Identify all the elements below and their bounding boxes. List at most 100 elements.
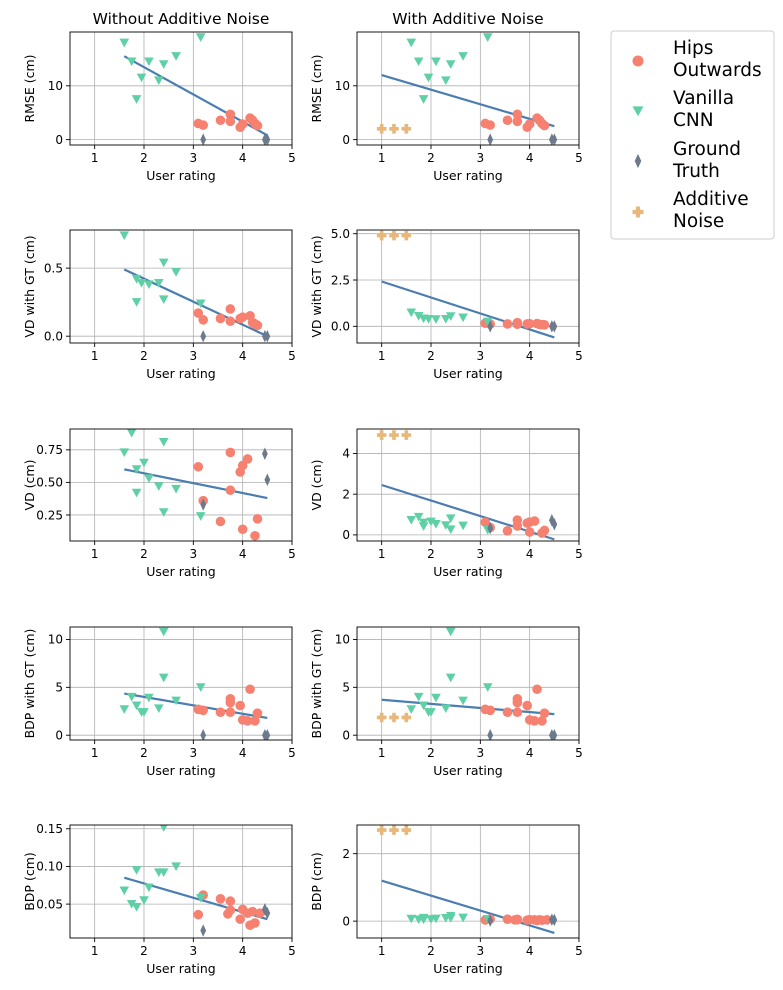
point-ground-truth bbox=[200, 728, 207, 740]
point-vanilla-cnn bbox=[119, 448, 130, 458]
point-vanilla-cnn bbox=[171, 52, 181, 61]
point-vanilla-cnn bbox=[126, 57, 137, 67]
x-tick-label: 3 bbox=[477, 349, 485, 363]
point-vanilla-cnn bbox=[119, 231, 130, 241]
point-additive-noise bbox=[401, 825, 412, 835]
point-vanilla-cnn bbox=[418, 701, 429, 711]
x-axis-label: User rating bbox=[146, 366, 216, 381]
point-vanilla-cnn bbox=[131, 274, 142, 284]
point-hips-outwards bbox=[198, 315, 208, 325]
point-hips-outwards bbox=[524, 527, 535, 537]
x-axis-label: User rating bbox=[433, 961, 503, 976]
axes-frame bbox=[356, 626, 580, 741]
y-tick-label: 0.5 bbox=[44, 261, 63, 275]
point-vanilla-cnn bbox=[445, 627, 456, 637]
point-hips-outwards bbox=[502, 707, 513, 718]
point-vanilla-cnn bbox=[413, 512, 424, 522]
x-axis-label: User rating bbox=[433, 564, 503, 579]
y-tick-label: 0 bbox=[342, 133, 350, 147]
point-vanilla-cnn bbox=[139, 458, 149, 468]
panel-VDGT-noise: 1 2 3 4 5 0.0 2.5 5.0 User rating VD with GT (cm) bbox=[309, 227, 583, 381]
legend-label-hips-outwards-line1: Hips bbox=[673, 38, 713, 59]
y-axis-label: RMSE (cm) bbox=[22, 54, 37, 122]
y-tick-label: 0.15 bbox=[36, 822, 63, 836]
panel-BDP-no-noise: 1 2 3 4 5 0.05 0.10 0.15 User rating BDP (cm) bbox=[22, 822, 296, 976]
fit-line bbox=[381, 879, 555, 934]
fit-line bbox=[381, 73, 555, 128]
series-hips-outwards bbox=[193, 447, 263, 541]
panel-BDP-noise: 1 2 3 4 5 0 2 User rating BDP (cm) bbox=[309, 824, 583, 976]
x-tick-label: 1 bbox=[91, 349, 99, 363]
point-hips-outwards bbox=[198, 705, 208, 716]
point-vanilla-cnn bbox=[413, 57, 424, 67]
legend-marker-vanilla-cnn-glyph bbox=[632, 106, 644, 117]
point-additive-noise bbox=[389, 230, 399, 241]
point-additive-noise bbox=[376, 712, 387, 723]
fit-line bbox=[381, 698, 555, 716]
point-ground-truth bbox=[264, 728, 271, 740]
y-tick-label: 10 bbox=[48, 633, 63, 647]
point-vanilla-cnn bbox=[158, 60, 169, 69]
point-hips-outwards bbox=[529, 716, 540, 726]
panel-VD-noise: 1 2 3 4 5 0 2 4 User rating VD (cm) bbox=[309, 428, 583, 579]
axes-frame bbox=[356, 428, 580, 542]
y-tick-label: 5 bbox=[342, 681, 350, 695]
x-tick-label: 5 bbox=[575, 944, 583, 958]
x-tick-label: 4 bbox=[526, 944, 534, 958]
x-tick-label: 4 bbox=[239, 746, 247, 760]
point-ground-truth bbox=[200, 924, 207, 937]
point-vanilla-cnn bbox=[431, 57, 441, 67]
x-tick-label: 5 bbox=[575, 746, 583, 760]
point-hips-outwards bbox=[198, 120, 208, 130]
point-vanilla-cnn bbox=[154, 76, 164, 85]
x-tick-label: 1 bbox=[91, 746, 99, 760]
x-tick-label: 5 bbox=[575, 349, 583, 363]
point-vanilla-cnn bbox=[159, 825, 168, 832]
y-axis-label: BDP with GT (cm) bbox=[309, 629, 324, 739]
point-hips-outwards bbox=[512, 515, 523, 525]
series-hips-outwards bbox=[193, 304, 263, 331]
point-hips-outwards bbox=[215, 707, 226, 718]
point-vanilla-cnn bbox=[413, 692, 424, 702]
legend-entry-vanilla-cnn: Vanilla CNN bbox=[632, 88, 734, 131]
series-ground-truth bbox=[200, 903, 271, 937]
point-ground-truth bbox=[551, 518, 558, 531]
y-tick-label: 0.0 bbox=[44, 329, 63, 343]
point-vanilla-cnn bbox=[154, 279, 164, 288]
point-vanilla-cnn bbox=[131, 95, 142, 104]
y-tick-label: 10 bbox=[48, 79, 63, 93]
point-hips-outwards bbox=[539, 320, 550, 330]
point-vanilla-cnn bbox=[144, 693, 154, 703]
point-hips-outwards bbox=[512, 317, 523, 328]
x-axis-label: User rating bbox=[433, 763, 503, 778]
point-hips-outwards bbox=[215, 894, 226, 904]
point-vanilla-cnn bbox=[126, 429, 137, 438]
legend-label-additive-noise-line1: Additive bbox=[673, 189, 749, 210]
point-hips-outwards bbox=[252, 120, 263, 131]
point-vanilla-cnn bbox=[406, 705, 417, 714]
y-tick-label: 0.0 bbox=[331, 320, 350, 334]
point-hips-outwards bbox=[245, 684, 255, 695]
point-vanilla-cnn bbox=[406, 38, 417, 48]
point-hips-outwards bbox=[215, 115, 226, 126]
point-ground-truth bbox=[487, 521, 494, 535]
axes-frame bbox=[356, 229, 580, 344]
point-ground-truth bbox=[264, 473, 271, 487]
series-hips-outwards bbox=[480, 317, 550, 330]
series-hips-outwards bbox=[193, 684, 263, 726]
point-hips-outwards bbox=[252, 708, 263, 718]
fit-line bbox=[124, 468, 268, 500]
point-ground-truth bbox=[200, 329, 207, 343]
legend-marker-hips-outwards-glyph bbox=[632, 55, 644, 67]
point-vanilla-cnn bbox=[413, 312, 424, 321]
panel-RMSE-no-noise: 1 2 3 4 5 0 10 User rating RMSE (cm) bbox=[22, 31, 296, 183]
legend-marker-additive-noise bbox=[632, 206, 644, 218]
x-tick-label: 1 bbox=[91, 944, 99, 958]
point-vanilla-cnn bbox=[131, 465, 142, 474]
point-ground-truth bbox=[548, 513, 555, 527]
y-axis-label: BDP (cm) bbox=[309, 852, 324, 911]
series-vanilla-cnn bbox=[406, 627, 493, 717]
panel-BDPGT-noise: 1 2 3 4 5 0 5 10 User rating BDP with GT (cm) bbox=[309, 626, 583, 778]
point-additive-noise bbox=[376, 825, 387, 835]
point-hips-outwards bbox=[512, 109, 523, 120]
